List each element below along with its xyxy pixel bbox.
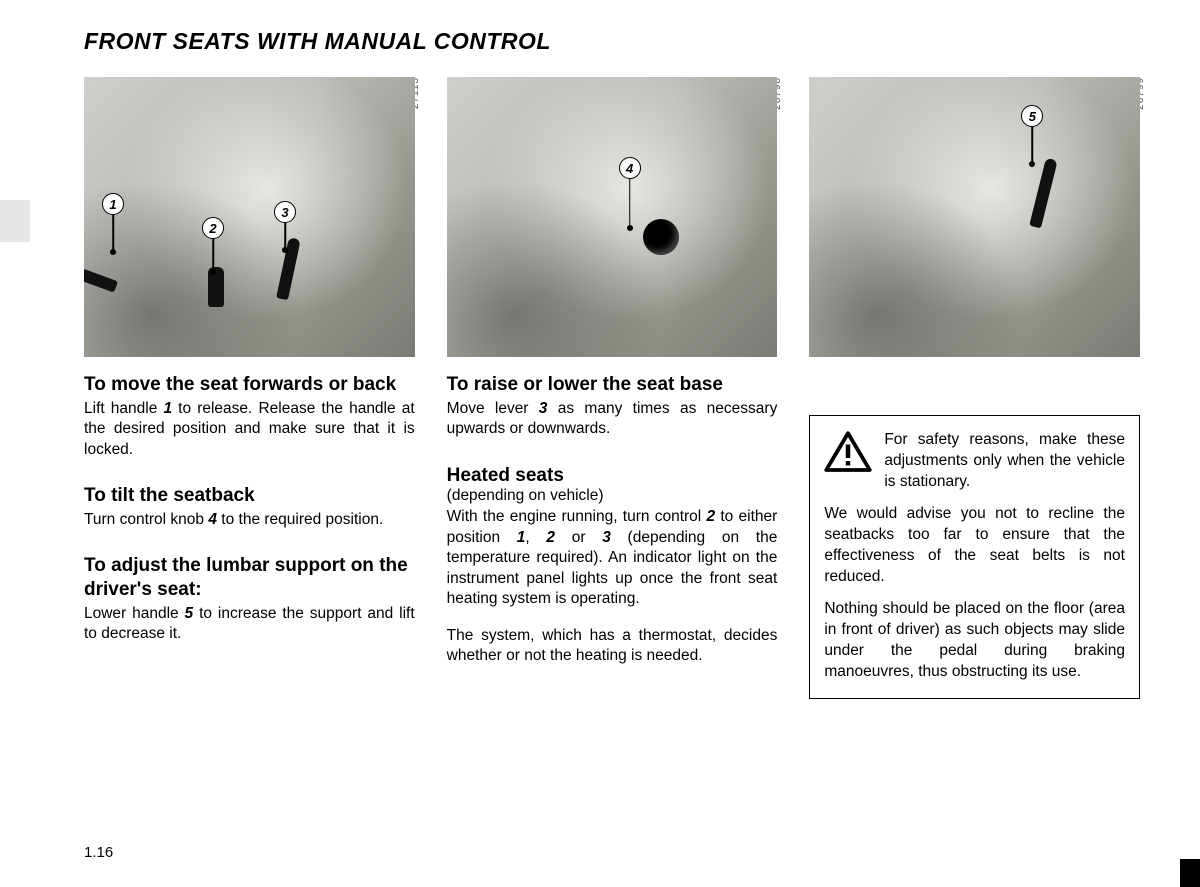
warning-top: For safety reasons, make these adjustmen… — [824, 430, 1125, 492]
column-3: 26799 5 For safety reas — [809, 77, 1140, 699]
figure-2-wrap: 26798 4 — [447, 77, 778, 357]
seat-knob-4 — [643, 219, 679, 255]
callout-3: 3 — [274, 201, 296, 223]
warning-icon — [824, 430, 872, 474]
t: Lift handle — [84, 400, 163, 417]
columns: 27113 1 2 3 To move the seat forwards or… — [84, 77, 1140, 699]
figure-1: 1 2 3 — [84, 77, 415, 357]
side-tab — [0, 200, 30, 242]
ref-4: 4 — [208, 511, 217, 528]
ref-pos3: 3 — [602, 529, 611, 546]
figure-2: 4 — [447, 77, 778, 357]
heading-tilt-seatback: To tilt the seatback — [84, 484, 415, 508]
figure-3-wrap: 26799 5 — [809, 77, 1140, 357]
page-corner-mark — [1180, 859, 1200, 887]
ref-pos2: 2 — [546, 529, 555, 546]
warning-text-2: We would advise you not to recline the s… — [824, 504, 1125, 587]
t: to the required position. — [217, 511, 383, 528]
text-lumbar: Lower handle 5 to increase the support a… — [84, 604, 415, 645]
text-move-seat: Lift handle 1 to release. Release the ha… — [84, 399, 415, 460]
page-number: 1.16 — [84, 844, 113, 861]
heading-heated-seats: Heated seats — [447, 464, 778, 488]
page-title: FRONT SEATS WITH MANUAL CONTROL — [84, 28, 1140, 55]
text-thermostat: The system, which has a thermostat, deci… — [447, 626, 778, 667]
heading-raise-lower: To raise or lower the seat base — [447, 373, 778, 397]
callout-2: 2 — [202, 217, 224, 239]
column-1: 27113 1 2 3 To move the seat forwards or… — [84, 77, 415, 699]
callout-4: 4 — [619, 157, 641, 179]
ref-1: 1 — [163, 400, 172, 417]
t: , — [525, 529, 546, 546]
heading-lumbar: To adjust the lumbar support on the driv… — [84, 554, 415, 602]
warning-text-3: Nothing should be placed on the floor (a… — [824, 599, 1125, 682]
t: With the engine running, turn control — [447, 508, 707, 525]
t: or — [555, 529, 602, 546]
heading-move-seat: To move the seat forwards or back — [84, 373, 415, 397]
text-heated-seats: With the engine running, turn control 2 … — [447, 507, 778, 609]
warning-box: For safety reasons, make these adjustmen… — [809, 415, 1140, 699]
text-raise-lower: Move lever 3 as many times as necessary … — [447, 399, 778, 440]
warning-text-1: For safety reasons, make these adjustmen… — [884, 430, 1125, 492]
t: Turn control knob — [84, 511, 208, 528]
manual-page: FRONT SEATS WITH MANUAL CONTROL 27113 1 … — [0, 0, 1200, 699]
figure-1-wrap: 27113 1 2 3 — [84, 77, 415, 357]
ref-2: 2 — [707, 508, 716, 525]
t: Lower handle — [84, 605, 185, 622]
column-2: 26798 4 To raise or lower the seat base … — [447, 77, 778, 699]
t: Move lever — [447, 400, 539, 417]
callout-1: 1 — [102, 193, 124, 215]
text-tilt-seatback: Turn control knob 4 to the required posi… — [84, 510, 415, 530]
note-depending: (depending on vehicle) — [447, 487, 778, 505]
ref-5: 5 — [185, 605, 194, 622]
figure-3: 5 — [809, 77, 1140, 357]
